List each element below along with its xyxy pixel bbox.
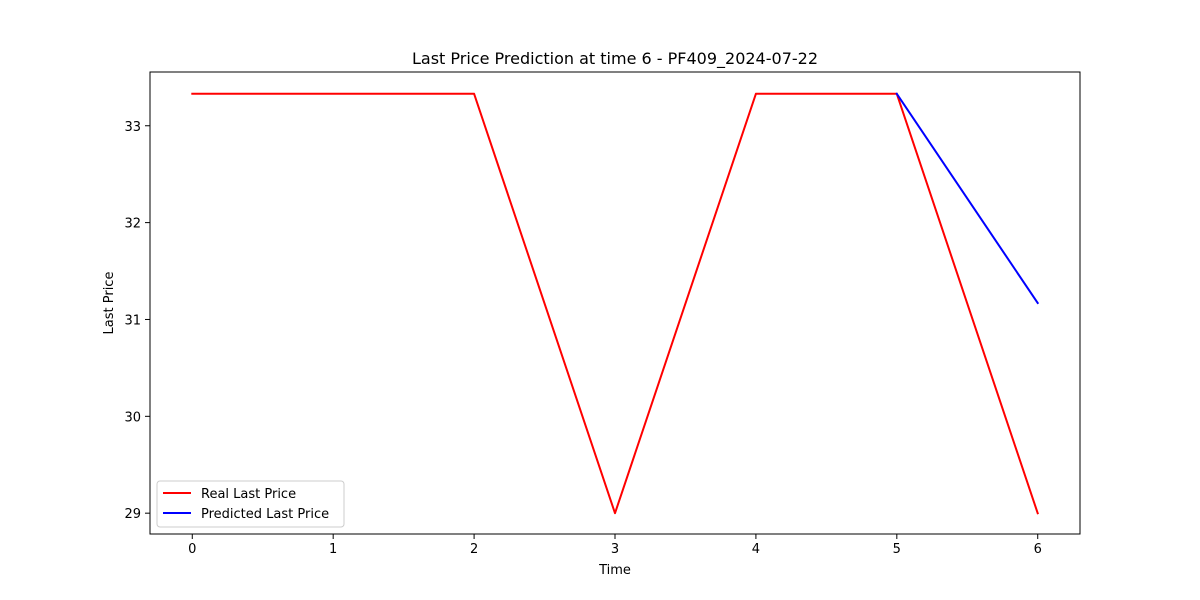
y-axis-label: Last Price: [102, 272, 117, 335]
y-tick-label: 29: [124, 507, 141, 522]
series-line-predicted: [895, 92, 1040, 305]
legend-box: [156, 480, 345, 528]
x-axis-ticks: 0 1 2 3 4 5 6: [188, 534, 1042, 557]
x-tick-label: 1: [329, 542, 337, 557]
x-tick-label: 6: [1034, 542, 1042, 557]
x-tick-label: 3: [611, 542, 619, 557]
y-tick-label: 33: [124, 120, 141, 135]
series-lines: [191, 92, 1040, 515]
legend-label-predicted: Predicted Last Price: [201, 507, 329, 522]
chart-title: Last Price Prediction at time 6 - PF409_…: [412, 49, 818, 69]
y-tick-label: 31: [124, 313, 141, 328]
x-tick-label: 2: [470, 542, 478, 557]
y-tick-label: 32: [124, 217, 141, 232]
legend-label-real: Real Last Price: [201, 487, 296, 502]
y-tick-label: 30: [124, 410, 141, 425]
x-tick-label: 5: [893, 542, 901, 557]
x-tick-label: 0: [188, 542, 196, 557]
x-axis-label: Time: [598, 563, 631, 578]
y-axis-ticks: 29 30 31 32 33: [124, 120, 150, 522]
x-tick-label: 4: [752, 542, 760, 557]
legend: Real Last Price Predicted Last Price: [156, 480, 345, 528]
plot-area: [149, 71, 1081, 535]
